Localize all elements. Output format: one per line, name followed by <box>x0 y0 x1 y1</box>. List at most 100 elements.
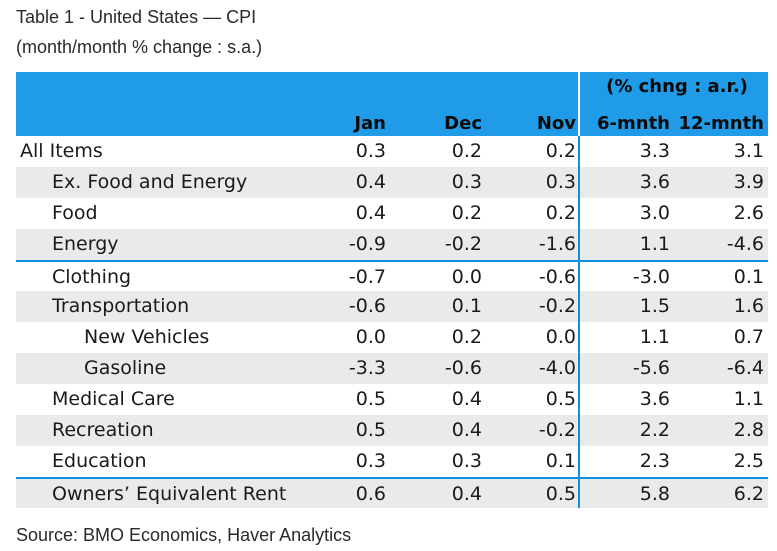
cell-jan: 0.5 <box>355 419 386 441</box>
table-row: Education 0.3 0.3 0.1 2.3 2.5 <box>16 446 768 477</box>
cell-6-mnth: 1.1 <box>639 326 670 348</box>
table-subtitle: (month/month % change : s.a.) <box>16 37 263 57</box>
table-row: Gasoline -3.3 -0.6 -4.0 -5.6 -6.4 <box>16 353 768 384</box>
cell-jan: 0.6 <box>355 483 386 505</box>
column-divider <box>578 322 580 353</box>
cell-nov: 0.3 <box>545 171 576 193</box>
cell-dec: -0.2 <box>444 233 482 255</box>
row-label: Gasoline <box>84 357 167 379</box>
row-label: Food <box>52 202 98 224</box>
table-row: Clothing -0.7 0.0 -0.6 -3.0 0.1 <box>16 260 768 291</box>
cell-dec: 0.2 <box>451 202 482 224</box>
row-label: New Vehicles <box>84 326 210 348</box>
cell-12-mnth: 6.2 <box>733 483 764 505</box>
cell-dec: 0.4 <box>451 483 482 505</box>
cell-dec: 0.0 <box>451 266 482 288</box>
column-divider <box>578 136 580 167</box>
cell-6-mnth: -3.0 <box>632 266 670 288</box>
column-divider <box>578 479 580 508</box>
table-row: Recreation 0.5 0.4 -0.2 2.2 2.8 <box>16 415 768 446</box>
cell-nov: 0.2 <box>545 202 576 224</box>
cell-nov: 0.2 <box>545 140 576 162</box>
row-label: Clothing <box>52 266 132 288</box>
row-label: Education <box>52 450 147 472</box>
cell-12-mnth: 0.7 <box>733 326 764 348</box>
cell-dec: 0.4 <box>451 388 482 410</box>
source-note: Source: BMO Economics, Haver Analytics <box>16 525 352 545</box>
cell-6-mnth: 2.3 <box>639 450 670 472</box>
cell-6-mnth: 1.1 <box>639 233 670 255</box>
column-divider <box>578 198 580 229</box>
column-divider <box>578 446 580 477</box>
cell-12-mnth: 3.9 <box>733 171 764 193</box>
cell-6-mnth: 3.0 <box>639 202 670 224</box>
cell-12-mnth: 2.5 <box>733 450 764 472</box>
cell-nov: -0.2 <box>538 419 576 441</box>
cell-dec: 0.4 <box>451 419 482 441</box>
cell-nov: 0.5 <box>545 388 576 410</box>
cell-12-mnth: 1.1 <box>733 388 764 410</box>
cell-jan: 0.4 <box>355 202 386 224</box>
cell-dec: 0.2 <box>451 326 482 348</box>
col-header-jan: Jan <box>354 113 386 134</box>
cell-6-mnth: 3.6 <box>639 388 670 410</box>
cell-jan: -0.6 <box>348 295 386 317</box>
row-label: All Items <box>20 140 103 162</box>
cell-12-mnth: -4.6 <box>726 233 764 255</box>
cell-dec: -0.6 <box>444 357 482 379</box>
row-label: Recreation <box>52 419 154 441</box>
table-row: Ex. Food and Energy 0.4 0.3 0.3 3.6 3.9 <box>16 167 768 198</box>
cell-12-mnth: 1.6 <box>733 295 764 317</box>
cell-nov: -0.6 <box>538 266 576 288</box>
cell-jan: 0.3 <box>355 450 386 472</box>
cpi-table: (% chng : a.r.) Jan Dec Nov 6-mnth 12-mn… <box>16 72 768 508</box>
header-divider <box>578 72 580 136</box>
cell-6-mnth: 3.3 <box>639 140 670 162</box>
row-label: Energy <box>52 233 119 255</box>
cell-dec: 0.3 <box>451 450 482 472</box>
cell-dec: 0.2 <box>451 140 482 162</box>
col-header-dec: Dec <box>444 113 482 134</box>
cell-dec: 0.1 <box>451 295 482 317</box>
cell-nov: 0.5 <box>545 483 576 505</box>
cell-6-mnth: 3.6 <box>639 171 670 193</box>
table-row: All Items 0.3 0.2 0.2 3.3 3.1 <box>16 136 768 167</box>
cell-6-mnth: 2.2 <box>639 419 670 441</box>
table-body: All Items 0.3 0.2 0.2 3.3 3.1 Ex. Food and Ene… <box>16 136 768 508</box>
row-label: Transportation <box>52 295 190 317</box>
cell-12-mnth: 0.1 <box>733 266 764 288</box>
table-row: Medical Care 0.5 0.4 0.5 3.6 1.1 <box>16 384 768 415</box>
cell-dec: 0.3 <box>451 171 482 193</box>
cell-nov: 0.0 <box>545 326 576 348</box>
table-header: (% chng : a.r.) Jan Dec Nov 6-mnth 12-mn… <box>16 72 768 136</box>
column-divider <box>578 415 580 446</box>
cell-nov: 0.1 <box>545 450 576 472</box>
row-label: Ex. Food and Energy <box>52 171 248 193</box>
column-divider <box>578 291 580 322</box>
table-row: Food 0.4 0.2 0.2 3.0 2.6 <box>16 198 768 229</box>
table-row: Energy -0.9 -0.2 -1.6 1.1 -4.6 <box>16 229 768 260</box>
cell-jan: 0.4 <box>355 171 386 193</box>
row-label: Medical Care <box>52 388 175 410</box>
table-title: Table 1 - United States — CPI <box>16 7 257 27</box>
cell-12-mnth: 3.1 <box>733 140 764 162</box>
table-row: Transportation -0.6 0.1 -0.2 1.5 1.6 <box>16 291 768 322</box>
col-header-6mnth: 6-mnth <box>597 113 670 134</box>
cell-jan: 0.5 <box>355 388 386 410</box>
cell-6-mnth: -5.6 <box>632 357 670 379</box>
table-row: New Vehicles 0.0 0.2 0.0 1.1 0.7 <box>16 322 768 353</box>
cell-nov: -0.2 <box>538 295 576 317</box>
column-divider <box>578 167 580 198</box>
column-divider <box>578 262 580 291</box>
cell-jan: -0.9 <box>348 233 386 255</box>
cell-nov: -4.0 <box>538 357 576 379</box>
cell-6-mnth: 5.8 <box>639 483 670 505</box>
column-divider <box>578 384 580 415</box>
cell-jan: 0.3 <box>355 140 386 162</box>
cell-jan: -0.7 <box>348 266 386 288</box>
cell-12-mnth: 2.8 <box>733 419 764 441</box>
col-header-nov: Nov <box>536 113 576 134</box>
cell-nov: -1.6 <box>538 233 576 255</box>
table-row: Owners’ Equivalent Rent 0.6 0.4 0.5 5.8 6.2 <box>16 477 768 508</box>
cell-6-mnth: 1.5 <box>639 295 670 317</box>
